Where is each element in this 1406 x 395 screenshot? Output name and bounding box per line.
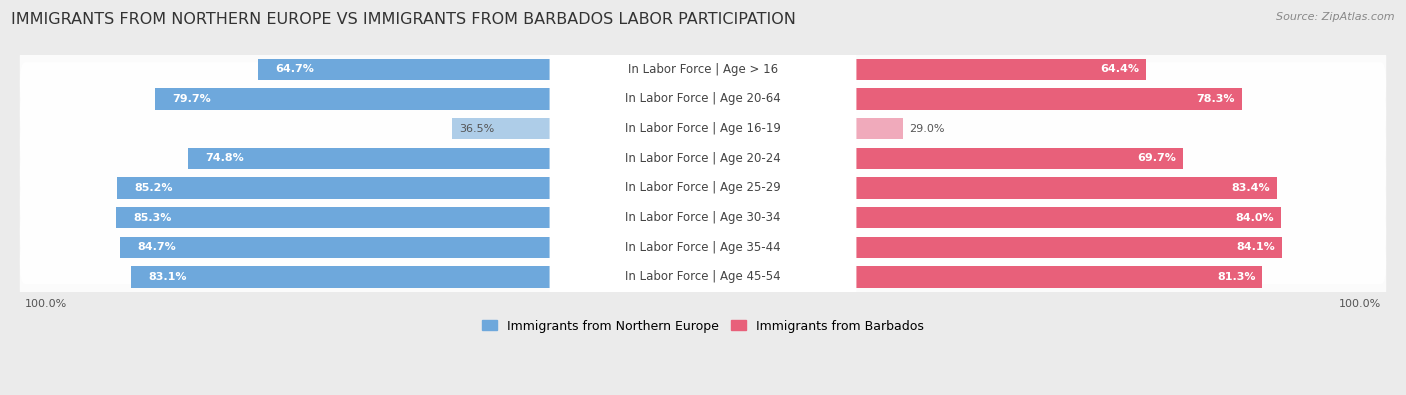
FancyBboxPatch shape [550,139,856,178]
Text: In Labor Force | Age 30-34: In Labor Force | Age 30-34 [626,211,780,224]
FancyBboxPatch shape [550,198,856,237]
FancyBboxPatch shape [550,79,856,118]
FancyBboxPatch shape [550,257,856,296]
Text: 81.3%: 81.3% [1218,272,1256,282]
Text: In Labor Force | Age > 16: In Labor Force | Age > 16 [628,63,778,76]
FancyBboxPatch shape [20,240,1386,314]
Legend: Immigrants from Northern Europe, Immigrants from Barbados: Immigrants from Northern Europe, Immigra… [477,315,929,338]
Text: IMMIGRANTS FROM NORTHERN EUROPE VS IMMIGRANTS FROM BARBADOS LABOR PARTICIPATION: IMMIGRANTS FROM NORTHERN EUROPE VS IMMIG… [11,12,796,27]
Text: 36.5%: 36.5% [458,124,494,134]
Bar [117,207,551,228]
Text: 83.1%: 83.1% [149,272,187,282]
Bar [855,88,1241,110]
Text: 85.3%: 85.3% [134,213,172,222]
Bar [121,237,551,258]
Bar [117,177,551,199]
Text: In Labor Force | Age 20-24: In Labor Force | Age 20-24 [626,152,780,165]
Text: 83.4%: 83.4% [1232,183,1270,193]
Text: 64.7%: 64.7% [276,64,314,74]
Bar [257,58,551,80]
Text: 69.7%: 69.7% [1137,153,1175,163]
Text: 85.2%: 85.2% [134,183,173,193]
Text: 29.0%: 29.0% [910,124,945,134]
FancyBboxPatch shape [20,181,1386,254]
FancyBboxPatch shape [20,92,1386,166]
Bar [451,118,551,139]
FancyBboxPatch shape [20,151,1386,225]
Bar [855,177,1277,199]
Text: 84.7%: 84.7% [138,242,176,252]
Text: 84.0%: 84.0% [1236,213,1274,222]
FancyBboxPatch shape [550,168,856,207]
Text: 100.0%: 100.0% [25,299,67,309]
Text: 74.8%: 74.8% [205,153,245,163]
Bar [855,266,1263,288]
Text: In Labor Force | Age 25-29: In Labor Force | Age 25-29 [626,181,780,194]
FancyBboxPatch shape [550,50,856,89]
Bar [855,237,1282,258]
FancyBboxPatch shape [20,62,1386,136]
Bar [188,148,551,169]
Text: In Labor Force | Age 16-19: In Labor Force | Age 16-19 [626,122,780,135]
FancyBboxPatch shape [20,122,1386,195]
Bar [855,118,903,139]
Text: In Labor Force | Age 20-64: In Labor Force | Age 20-64 [626,92,780,105]
FancyBboxPatch shape [20,211,1386,284]
Text: 79.7%: 79.7% [172,94,211,104]
Bar [131,266,551,288]
Bar [855,148,1182,169]
FancyBboxPatch shape [550,109,856,148]
FancyBboxPatch shape [550,228,856,267]
Text: 78.3%: 78.3% [1197,94,1234,104]
Bar [855,207,1281,228]
Bar [855,58,1146,80]
Text: 84.1%: 84.1% [1236,242,1275,252]
Text: 100.0%: 100.0% [1339,299,1381,309]
Text: Source: ZipAtlas.com: Source: ZipAtlas.com [1277,12,1395,22]
Text: In Labor Force | Age 45-54: In Labor Force | Age 45-54 [626,270,780,283]
Bar [155,88,551,110]
Text: 64.4%: 64.4% [1099,64,1139,74]
Text: In Labor Force | Age 35-44: In Labor Force | Age 35-44 [626,241,780,254]
FancyBboxPatch shape [20,32,1386,106]
